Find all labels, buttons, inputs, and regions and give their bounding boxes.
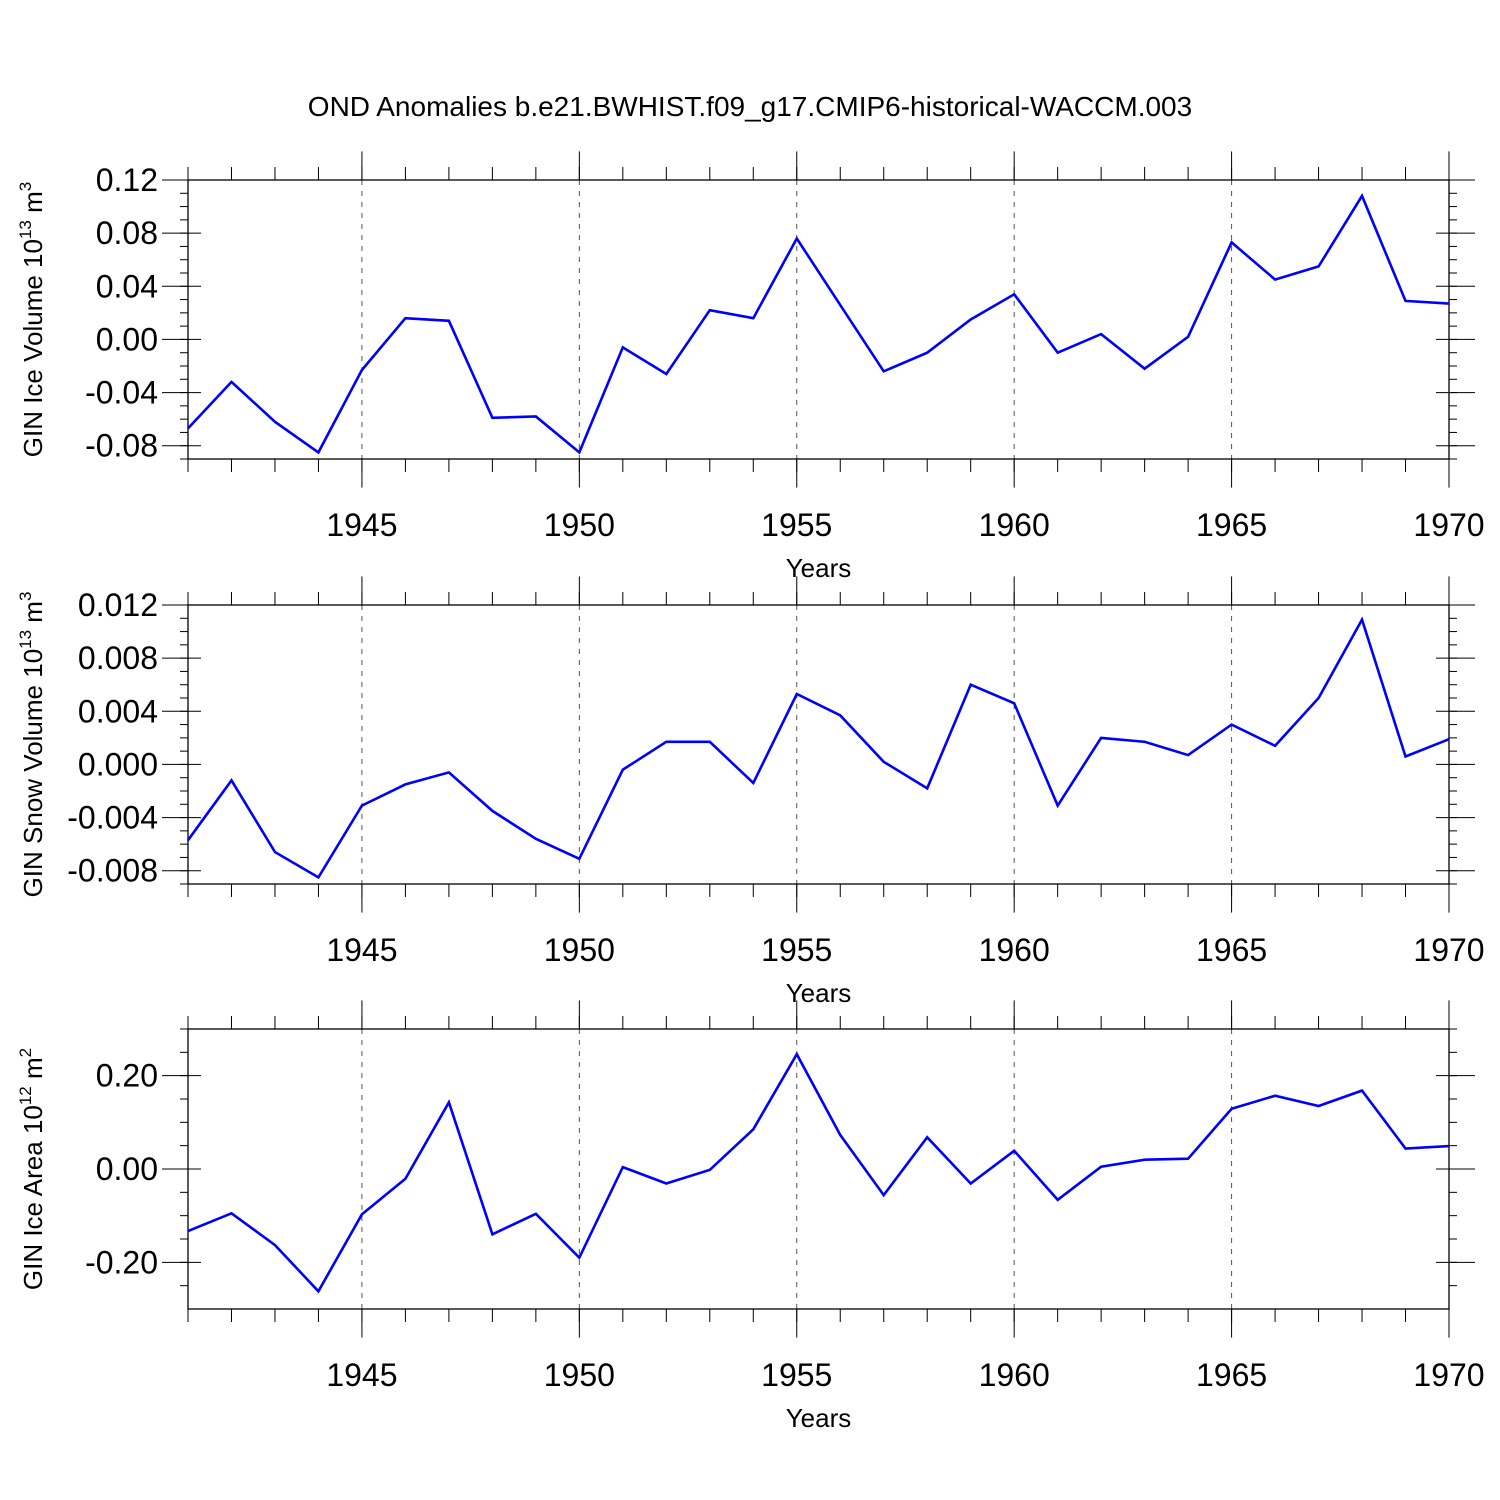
y-axis-label: GIN Snow Volume 1013 m3 bbox=[16, 592, 48, 898]
y-tick-label: 0.20 bbox=[96, 1058, 158, 1094]
y-axis-label-exponent: 12 bbox=[16, 1086, 35, 1105]
x-axis-label: Years bbox=[786, 978, 852, 1008]
plot-frame bbox=[187, 604, 1450, 885]
y-tick-label: -0.008 bbox=[67, 853, 158, 889]
y-axis-label-text: GIN Ice Volume 10 bbox=[18, 239, 48, 457]
panels: 1945 1950 1955 1960 1965 1970 -0.08 -0.04 0.00 0.… bbox=[16, 151, 1485, 1433]
y-axis-label-unit: m bbox=[18, 191, 48, 220]
y-tick-label: 0.08 bbox=[96, 215, 158, 251]
y-tick-label: 0.012 bbox=[78, 587, 158, 623]
y-axis-label-unit-exponent: 2 bbox=[16, 1048, 35, 1057]
x-tick-label: 1945 bbox=[326, 1357, 397, 1393]
y-axis-label-exponent: 13 bbox=[16, 220, 35, 239]
x-tick-label: 1960 bbox=[979, 507, 1050, 543]
x-tick-label: 1960 bbox=[979, 932, 1050, 968]
y-axis-label-text: GIN Ice Area 10 bbox=[18, 1105, 48, 1290]
x-tick-label: 1965 bbox=[1196, 1357, 1267, 1393]
y-tick-label: 0.12 bbox=[96, 162, 158, 198]
chart-panel-3: 1945 1950 1955 1960 1965 1970 -0.20 0.00 0.20 Yea… bbox=[16, 1000, 1485, 1433]
x-axis-label: Years bbox=[786, 1403, 852, 1433]
y-tick-label: -0.20 bbox=[85, 1244, 158, 1280]
series-line bbox=[187, 1051, 1450, 1294]
x-tick-label: 1965 bbox=[1196, 932, 1267, 968]
chart-panel-2: 1945 1950 1955 1960 1965 1970 -0.008 -0.004 0.00… bbox=[16, 576, 1485, 1008]
x-axis-label: Years bbox=[786, 553, 852, 583]
x-tick-label: 1970 bbox=[1413, 1357, 1484, 1393]
plot-frame bbox=[187, 1028, 1450, 1310]
y-tick-label: 0.00 bbox=[96, 1151, 158, 1187]
chart-panel-1: 1945 1950 1955 1960 1965 1970 -0.08 -0.04 0.00 0.… bbox=[16, 151, 1485, 583]
series-line bbox=[187, 193, 1450, 455]
y-axis-label-unit-exponent: 3 bbox=[16, 182, 35, 191]
y-axis-label-unit: m bbox=[18, 1057, 48, 1086]
x-tick-label: 1945 bbox=[326, 507, 397, 543]
y-axis-label-unit-exponent: 3 bbox=[16, 592, 35, 601]
y-axis-label: GIN Ice Volume 1013 m3 bbox=[16, 182, 48, 458]
y-axis-label: GIN Ice Area 1012 m2 bbox=[16, 1048, 48, 1290]
x-tick-label: 1950 bbox=[544, 1357, 615, 1393]
plot-frame bbox=[187, 179, 1450, 460]
x-tick-label: 1950 bbox=[544, 932, 615, 968]
y-tick-label: 0.000 bbox=[78, 746, 158, 782]
y-axis-label-exponent: 13 bbox=[16, 630, 35, 649]
x-tick-label: 1950 bbox=[544, 507, 615, 543]
y-tick-label: -0.04 bbox=[85, 375, 158, 411]
x-tick-label: 1960 bbox=[979, 1357, 1050, 1393]
y-tick-label: 0.008 bbox=[78, 640, 158, 676]
x-tick-label: 1945 bbox=[326, 932, 397, 968]
x-tick-label: 1970 bbox=[1413, 932, 1484, 968]
y-tick-label: 0.00 bbox=[96, 321, 158, 357]
x-tick-label: 1955 bbox=[761, 932, 832, 968]
y-axis-label-unit: m bbox=[18, 601, 48, 630]
chart-title: OND Anomalies b.e21.BWHIST.f09_g17.CMIP6… bbox=[308, 91, 1192, 122]
x-tick-label: 1955 bbox=[761, 1357, 832, 1393]
x-tick-label: 1965 bbox=[1196, 507, 1267, 543]
x-tick-label: 1970 bbox=[1413, 507, 1484, 543]
series-line bbox=[186, 616, 1450, 880]
y-tick-label: 0.004 bbox=[78, 693, 158, 729]
x-tick-label: 1955 bbox=[761, 507, 832, 543]
y-axis-label-text: GIN Snow Volume 10 bbox=[18, 649, 48, 898]
y-tick-label: -0.004 bbox=[67, 800, 158, 836]
y-tick-label: -0.08 bbox=[85, 428, 158, 464]
y-tick-label: 0.04 bbox=[96, 268, 158, 304]
